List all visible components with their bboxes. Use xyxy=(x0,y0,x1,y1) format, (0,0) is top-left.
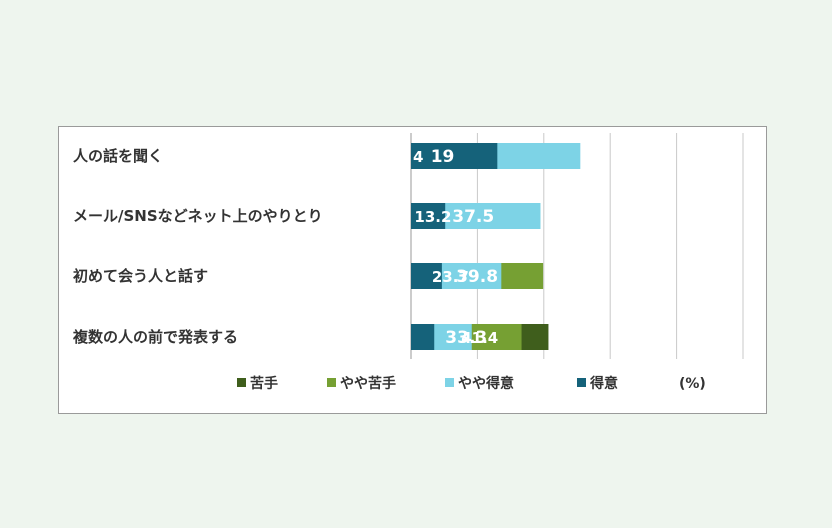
bar-segment xyxy=(411,263,442,289)
data-label: 33.3 xyxy=(445,328,487,348)
data-label: 39.8 xyxy=(456,267,498,287)
data-label: 19 xyxy=(431,147,455,167)
data-label: 13.2 xyxy=(414,208,451,226)
data-label: 41.4 xyxy=(461,329,498,347)
legend-label: やや得意 xyxy=(458,375,514,392)
chart-frame: 人の話を聞くメール/SNSなどネット上のやりとり 初めて会う人と話す複数の人の前で… xyxy=(58,126,767,414)
legend-swatch xyxy=(237,378,246,387)
category-label: 複数の人の前で発表する xyxy=(72,328,238,346)
legend-swatch xyxy=(445,378,454,387)
data-label: 23.7 xyxy=(432,268,469,286)
category-label: 初めて会う人と話す xyxy=(73,267,208,285)
stacked-bar-chart: 人の話を聞くメール/SNSなどネット上のやりとり初めて会う人と話す複数の人の前で… xyxy=(72,133,744,392)
bar-segment xyxy=(411,143,498,169)
legend-label: 得意 xyxy=(589,375,618,392)
legend-label: 苦手 xyxy=(250,375,278,392)
legend-swatch xyxy=(577,378,586,387)
category-label: メール/SNSなどネット上のやりとり xyxy=(73,207,323,225)
category-label: 人の話を聞く xyxy=(73,147,163,165)
bar-segment xyxy=(411,203,446,229)
bar-segment xyxy=(411,324,435,350)
legend-swatch xyxy=(327,378,336,387)
data-label: 4 xyxy=(413,148,423,166)
data-label: 37.5 xyxy=(452,207,494,227)
legend-label: やや苦手 xyxy=(340,375,396,392)
unit-label: (%) xyxy=(679,376,706,392)
